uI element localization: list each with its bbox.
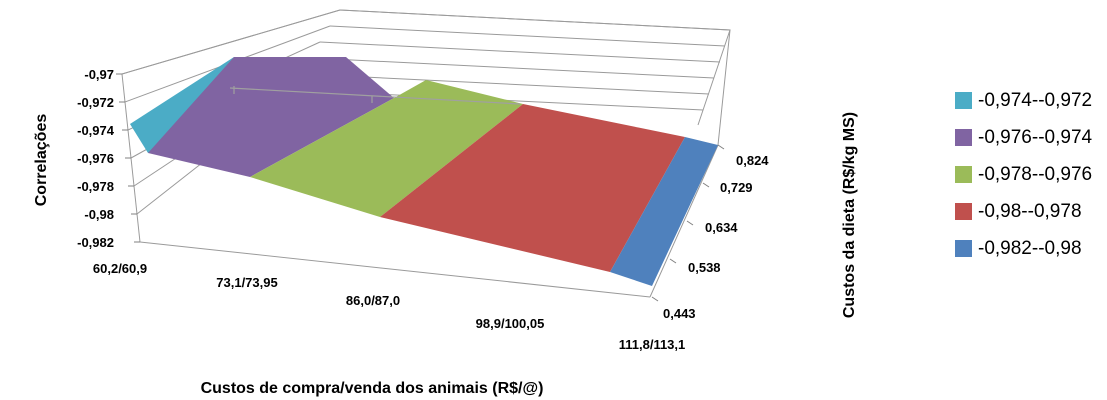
z-axis-title: Correlações	[33, 114, 50, 207]
x-tick-label: 73,1/73,95	[216, 275, 277, 290]
legend-label: -0,976--0,974	[978, 126, 1093, 148]
z-tick-label: -0,982	[77, 235, 114, 250]
y-tick-mark	[686, 220, 694, 226]
y-axis-title: Custos da dieta (R$/kg MS)	[841, 112, 858, 318]
y-tick-label: 0,824	[736, 153, 769, 168]
back-wall-grid-line	[319, 41, 721, 63]
y-tick-label: 0,729	[720, 180, 753, 195]
z-tick-label: -0,972	[77, 95, 114, 110]
y-tick-mark	[702, 182, 710, 188]
surface-band	[148, 57, 394, 177]
y-tick-mark	[651, 296, 659, 302]
y-tick-label: 0,634	[705, 220, 738, 235]
x-axis-title: Custos de compra/venda dos animais (R$/@…	[201, 380, 544, 397]
z-tick-labels: -0,97 -0,972 -0,974 -0,976 -0,978 -0,98 …	[77, 67, 115, 250]
back-wall-grid-line	[302, 73, 710, 95]
back-wall-grid-line	[329, 25, 726, 47]
legend-item: -0,978--0,976	[955, 156, 1092, 193]
x-tick-label: 98,9/100,05	[476, 316, 545, 331]
x-tick-labels: 60,2/60,9 73,1/73,95 86,0/87,0 98,9/100,…	[93, 261, 685, 352]
surface-band	[250, 80, 523, 217]
legend-swatch	[955, 129, 972, 146]
legend-item: -0,974--0,972	[955, 82, 1092, 119]
legend-swatch	[955, 203, 972, 220]
y-tick-label: 0,443	[663, 306, 696, 321]
z-tick-label: -0,97	[84, 67, 114, 82]
y-axis	[651, 144, 725, 302]
y-tick-mark	[717, 144, 725, 150]
legend: -0,974--0,972 -0,976--0,974 -0,978--0,97…	[955, 82, 1092, 267]
z-tick-label: -0,974	[77, 123, 115, 138]
surface-band	[610, 137, 718, 286]
back-wall-grid-line	[339, 9, 731, 31]
legend-item: -0,982--0,98	[955, 230, 1092, 267]
surface-bands	[130, 57, 718, 286]
legend-label: -0,98--0,978	[978, 200, 1082, 222]
back-wall-grid-line	[311, 57, 715, 79]
y-tick-label: 0,538	[688, 260, 721, 275]
y-tick-mark	[669, 258, 677, 264]
legend-swatch	[955, 92, 972, 109]
surface-grid-line	[229, 87, 521, 105]
z-tick-label: -0,976	[77, 151, 114, 166]
legend-label: -0,982--0,98	[978, 237, 1082, 259]
z-tick-label: -0,98	[84, 207, 114, 222]
x-tick-label: 60,2/60,9	[93, 261, 147, 276]
z-axis	[116, 73, 140, 243]
z-tick-label: -0,978	[77, 179, 114, 194]
legend-item: -0,976--0,974	[955, 119, 1092, 156]
right-wall-edge	[717, 29, 731, 146]
x-tick-label: 86,0/87,0	[346, 293, 400, 308]
y-tick-labels: 0,443 0,538 0,634 0,729 0,824	[663, 153, 769, 321]
legend-label: -0,978--0,976	[978, 163, 1093, 185]
floor-front-edge	[139, 241, 651, 298]
floor-right-edge	[649, 144, 719, 298]
legend-label: -0,974--0,972	[978, 89, 1093, 111]
side-wall-grid-line	[121, 9, 341, 75]
legend-item: -0,98--0,978	[955, 193, 1092, 230]
x-tick-label: 111,8/113,1	[619, 337, 686, 352]
surface-grid-lines	[229, 86, 521, 105]
surface-band	[380, 104, 685, 272]
legend-swatch	[955, 166, 972, 183]
legend-swatch	[955, 240, 972, 257]
